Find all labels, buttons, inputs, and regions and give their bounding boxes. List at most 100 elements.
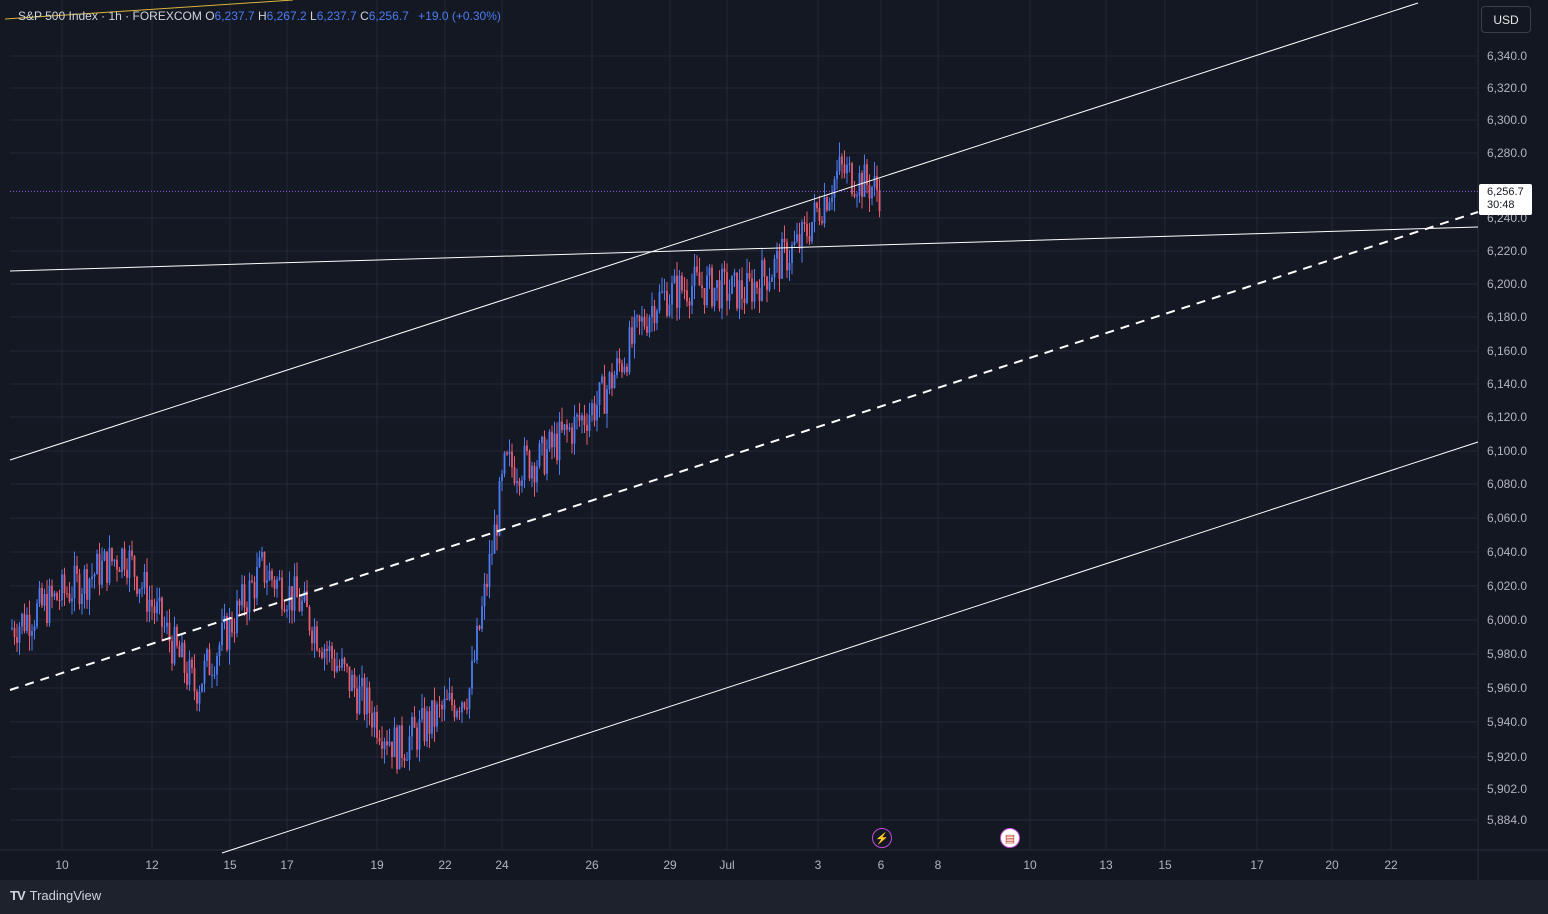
- candle-body: [163, 626, 166, 628]
- candle-body: [786, 242, 788, 271]
- yellow-trend-line: [4, 0, 294, 20]
- y-tick-label: 6,120.0: [1487, 410, 1527, 424]
- bar-countdown: 30:48: [1487, 199, 1515, 211]
- x-tick-labels: 10 12 15 17 19 22 24 26 29 Jul 3 6 8 10 13 15 17 20 22: [55, 858, 1398, 872]
- candle-body: [411, 717, 413, 737]
- us-flag-icon[interactable]: ▤: [1000, 828, 1020, 848]
- candle-body: [18, 626, 21, 643]
- legend-close-value: 6,256.7: [368, 9, 409, 23]
- candle-body: [778, 250, 781, 279]
- candle-body: [28, 614, 31, 636]
- candle-body: [583, 415, 586, 425]
- candle-body: [421, 707, 423, 720]
- candle-body: [766, 276, 768, 290]
- candle-body: [466, 707, 468, 710]
- candle-body: [241, 584, 243, 606]
- candle-body: [486, 583, 488, 588]
- candle-body: [611, 372, 613, 389]
- x-tick-label: 13: [1099, 858, 1113, 872]
- candle-body: [408, 736, 411, 760]
- candle-body: [258, 557, 261, 567]
- candle-body: [36, 603, 38, 627]
- candle-body: [753, 282, 756, 302]
- candle-body: [866, 164, 868, 185]
- candle-body: [416, 727, 418, 750]
- candle-body: [183, 642, 186, 674]
- candle-body: [313, 626, 316, 644]
- candle-body: [783, 238, 786, 243]
- x-tick-label: 10: [55, 858, 69, 872]
- candle-body: [48, 585, 51, 624]
- x-tick-label: 15: [223, 858, 237, 872]
- y-tick-label: 6,020.0: [1487, 579, 1527, 593]
- candle-body: [548, 431, 551, 450]
- candle-body: [151, 599, 153, 607]
- candle-body: [481, 606, 483, 629]
- candle-body: [653, 305, 656, 324]
- candle-body: [226, 616, 228, 650]
- candle-body: [806, 223, 808, 237]
- legend-symbol[interactable]: S&P 500 Index · 1h · FOREXCOM: [18, 9, 202, 23]
- candle-body: [383, 741, 386, 749]
- candle-body: [546, 449, 548, 474]
- candle-body: [756, 282, 758, 288]
- candle-body: [556, 433, 558, 461]
- x-tick-label: Jul: [719, 858, 734, 872]
- candle-body: [128, 550, 131, 578]
- candle-body: [266, 580, 268, 583]
- candle-body: [721, 268, 723, 309]
- y-tick-label: 6,040.0: [1487, 545, 1527, 559]
- candle-body: [781, 238, 783, 279]
- candle-body: [838, 156, 841, 172]
- candle-body: [358, 686, 361, 714]
- candle-body: [311, 630, 313, 644]
- candle-body: [278, 577, 281, 580]
- candle-body: [211, 674, 213, 676]
- candle-body: [768, 281, 771, 290]
- candle-body: [178, 645, 181, 658]
- lightning-icon[interactable]: ⚡: [872, 828, 892, 848]
- tradingview-logo-icon: TV: [10, 888, 26, 903]
- candle-body: [733, 272, 736, 276]
- tradingview-brand[interactable]: TV TradingView: [10, 888, 101, 903]
- x-tick-label: 17: [280, 858, 294, 872]
- y-tick-label: 6,060.0: [1487, 511, 1527, 525]
- x-tick-label: 19: [370, 858, 384, 872]
- candle-body: [741, 280, 743, 299]
- candle-body: [88, 578, 91, 600]
- x-tick-label: 15: [1158, 858, 1172, 872]
- candle-body: [471, 660, 473, 689]
- candle-body: [23, 613, 26, 631]
- candle-body: [396, 727, 398, 770]
- candle-body: [63, 574, 66, 594]
- candle-body: [603, 376, 606, 414]
- candle-body: [76, 565, 78, 574]
- candle-body: [121, 548, 123, 572]
- y-tick-label: 6,180.0: [1487, 310, 1527, 324]
- candle-body: [393, 727, 396, 757]
- candle-body: [26, 614, 28, 631]
- candle-body: [231, 616, 233, 633]
- candle-body: [636, 315, 638, 318]
- candle-body: [426, 711, 428, 742]
- horizontal-resistance-line: [9, 226, 1479, 272]
- candle-body: [616, 358, 618, 375]
- candle-body: [828, 202, 831, 211]
- candle-body: [521, 480, 523, 487]
- candle-body: [213, 674, 216, 676]
- candle-body: [671, 282, 673, 305]
- candle-body: [586, 424, 588, 431]
- candle-body: [648, 317, 651, 333]
- candle-body: [376, 712, 378, 738]
- candle-body: [853, 194, 856, 197]
- candle-body: [333, 658, 336, 672]
- candle-body: [703, 288, 706, 306]
- candle-body: [378, 737, 381, 742]
- candle-body: [131, 550, 133, 557]
- currency-button[interactable]: USD: [1481, 6, 1531, 33]
- candle-body: [216, 656, 218, 675]
- x-tick-label: 26: [585, 858, 599, 872]
- candle-body: [861, 173, 863, 197]
